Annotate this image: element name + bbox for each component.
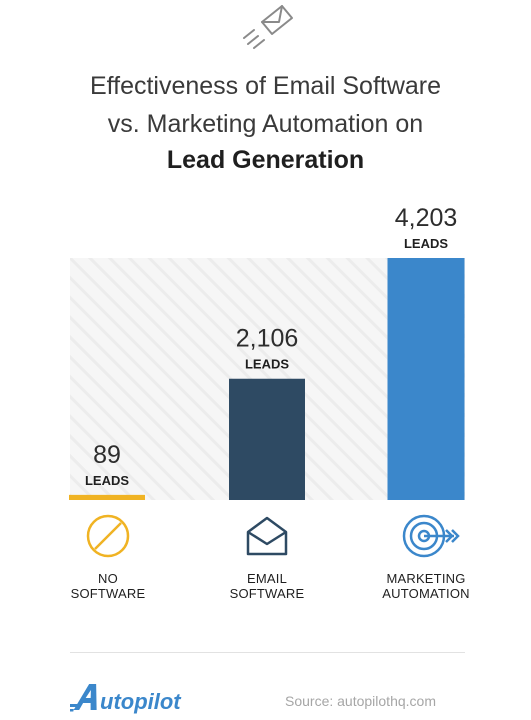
- bar-value-label: 4,203: [395, 204, 458, 232]
- category-label-no-software: NO SOFTWARE: [38, 571, 178, 601]
- title-line-1: Effectiveness of Email Software: [89, 72, 442, 100]
- bar-1: [69, 494, 145, 500]
- source-text: Source: autopilothq.com: [285, 693, 436, 709]
- category-label-line: SOFTWARE: [229, 586, 305, 601]
- target-arrow-icon: [402, 514, 460, 558]
- category-label-marketing-automation: MARKETING AUTOMATION: [356, 571, 496, 601]
- title-line-2: vs. Marketing Automation on: [107, 110, 424, 138]
- bar-2: [229, 378, 305, 500]
- bar-value-label: 2,106: [236, 325, 299, 353]
- svg-text:utopilot: utopilot: [100, 689, 182, 714]
- bar-value-label: 89: [93, 441, 121, 469]
- category-label-line: AUTOMATION: [382, 586, 470, 601]
- category-label-email-software: EMAIL SOFTWARE: [197, 571, 337, 601]
- bar-unit-label: LEADS: [245, 357, 289, 372]
- autopilot-logo: utopilot: [70, 684, 182, 714]
- prohibited-circle-icon: [86, 514, 130, 558]
- title-line-3: Lead Generation: [166, 146, 365, 174]
- bar-unit-label: LEADS: [404, 236, 448, 251]
- bar-3: [387, 258, 465, 500]
- envelope-icon: [246, 516, 288, 556]
- footer-divider: [70, 652, 465, 653]
- category-label-line: MARKETING: [386, 571, 466, 586]
- category-label-line: NO: [98, 571, 118, 586]
- bar-unit-label: LEADS: [85, 473, 129, 488]
- bar-chart: 89 LEADS 2,106 LEADS 4,203 LEADS: [69, 204, 465, 500]
- category-label-line: SOFTWARE: [70, 586, 146, 601]
- paper-plane-envelope-icon: [243, 5, 293, 49]
- category-label-line: EMAIL: [246, 571, 287, 586]
